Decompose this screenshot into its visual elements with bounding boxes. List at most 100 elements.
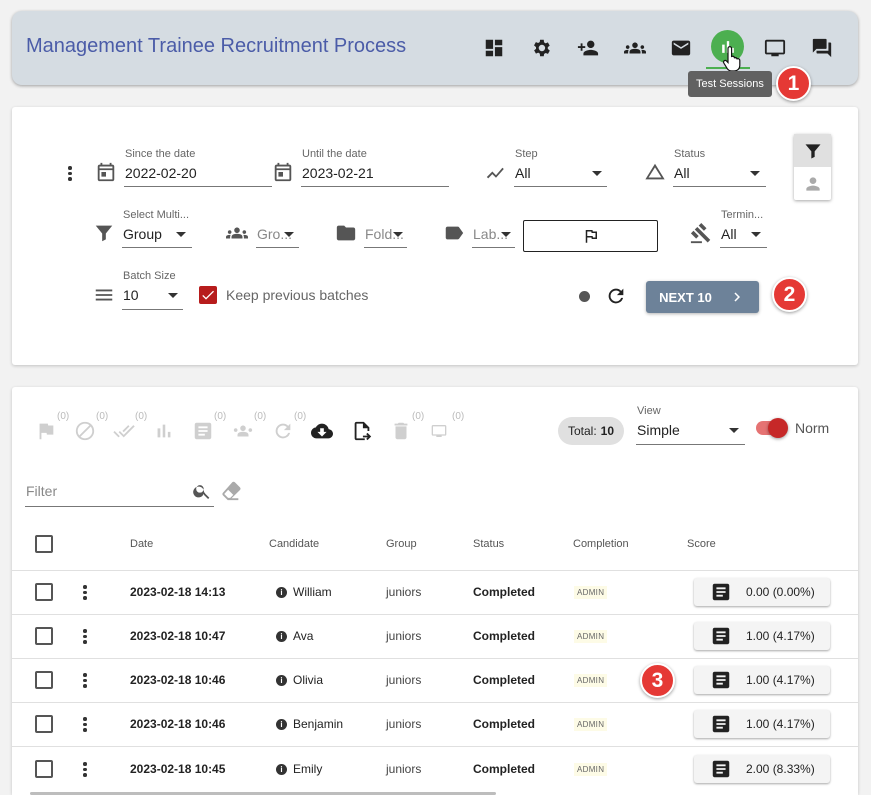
filter-panel (12, 107, 858, 365)
group-icon (226, 222, 248, 249)
chevron-down-icon[interactable] (750, 171, 760, 176)
termin-select[interactable]: All (721, 226, 737, 242)
row-checkbox[interactable] (35, 583, 53, 601)
table-filter-input[interactable]: Filter (26, 483, 58, 499)
candidate-name[interactable]: Ava (293, 629, 314, 643)
calendar-icon[interactable] (272, 161, 294, 188)
refresh-icon[interactable] (272, 420, 294, 447)
group-icon[interactable] (621, 34, 649, 62)
block-icon[interactable] (74, 420, 96, 447)
filter-menu-icon[interactable] (68, 166, 72, 181)
group-icon[interactable] (232, 420, 254, 447)
mail-icon[interactable] (667, 34, 695, 62)
row-date: 2023-02-18 10:45 (130, 762, 226, 776)
status-select[interactable]: All (674, 165, 690, 181)
info-icon[interactable]: i (276, 675, 287, 687)
column-header-score[interactable]: Score (687, 538, 716, 550)
score-button[interactable]: 1.00 (4.17%) (694, 666, 830, 694)
candidate-name[interactable]: William (293, 585, 332, 599)
column-header-group[interactable]: Group (386, 538, 417, 550)
score-button[interactable]: 0.00 (0.00%) (694, 578, 830, 606)
chevron-down-icon[interactable] (501, 232, 511, 237)
candidate-name[interactable]: Olivia (293, 673, 324, 687)
chevron-down-icon[interactable] (592, 171, 602, 176)
since-date-input[interactable]: 2022-02-20 (125, 165, 197, 181)
funnel-icon[interactable] (794, 134, 831, 167)
column-header-status[interactable]: Status (473, 538, 505, 550)
flag-icon (585, 230, 597, 243)
double-check-icon[interactable] (113, 420, 135, 447)
chevron-down-icon[interactable] (393, 232, 403, 237)
score-button[interactable]: 1.00 (4.17%) (694, 710, 830, 738)
settings-icon[interactable] (527, 34, 555, 62)
flag-icon[interactable] (35, 420, 57, 447)
label-select[interactable]: Lab... (473, 226, 509, 242)
add-person-icon[interactable] (574, 34, 602, 62)
cloud-download-icon[interactable] (311, 420, 333, 447)
row-menu-icon[interactable] (83, 717, 87, 732)
row-menu-icon[interactable] (83, 673, 87, 688)
row-checkbox[interactable] (35, 715, 53, 733)
refresh-icon[interactable] (605, 285, 627, 312)
bar-chart-icon[interactable] (153, 420, 175, 447)
until-date-input[interactable]: 2023-02-21 (302, 165, 374, 181)
chevron-down-icon[interactable] (168, 293, 178, 298)
select-all-checkbox[interactable] (35, 535, 53, 553)
group-select[interactable]: Gro... (257, 226, 293, 242)
keep-batches-checkbox[interactable] (199, 286, 217, 304)
step-underline (514, 186, 607, 187)
chevron-down-icon[interactable] (729, 428, 739, 433)
info-icon[interactable]: i (276, 764, 287, 776)
score-button[interactable]: 1.00 (4.17%) (694, 622, 830, 650)
info-icon[interactable]: i (276, 631, 287, 643)
score-sheet-icon[interactable] (192, 420, 214, 447)
candidate-name[interactable]: Emily (293, 762, 323, 776)
batch-size-select[interactable]: 10 (123, 287, 139, 303)
select-multi-select[interactable]: Group (123, 226, 162, 242)
next-batch-button[interactable]: NEXT 10 (646, 281, 759, 313)
screen-icon[interactable] (431, 423, 447, 444)
info-icon[interactable]: i (276, 587, 287, 599)
row-candidate[interactable]: i Benjamin (276, 717, 343, 731)
toggle-knob[interactable] (768, 418, 788, 438)
export-file-icon[interactable] (351, 420, 373, 447)
row-candidate[interactable]: i Emily (276, 762, 322, 776)
trend-icon (485, 161, 507, 188)
row-checkbox[interactable] (35, 627, 53, 645)
chevron-down-icon[interactable] (284, 232, 294, 237)
row-checkbox[interactable] (35, 671, 53, 689)
score-button[interactable]: 2.00 (8.33%) (694, 755, 830, 783)
row-menu-icon[interactable] (83, 762, 87, 777)
score-value: 2.00 (8.33%) (746, 762, 815, 776)
page-title: Management Trainee Recruitment Process (26, 35, 407, 57)
column-header-candidate[interactable]: Candidate (269, 538, 320, 550)
status-label: Status (674, 148, 706, 160)
info-icon[interactable]: i (276, 719, 287, 731)
row-menu-icon[interactable] (83, 585, 87, 600)
row-candidate[interactable]: i Ava (276, 629, 313, 643)
dashboard-icon[interactable] (480, 34, 508, 62)
row-candidate[interactable]: i William (276, 585, 332, 599)
chat-icon[interactable] (808, 34, 836, 62)
row-candidate[interactable]: i Olivia (276, 673, 323, 687)
step-select[interactable]: All (515, 165, 531, 181)
select-multi-underline (122, 247, 192, 248)
chevron-down-icon[interactable] (176, 232, 186, 237)
row-checkbox[interactable] (35, 760, 53, 778)
column-header-completion[interactable]: Completion (573, 538, 629, 550)
chevron-down-icon[interactable] (751, 232, 761, 237)
candidate-name[interactable]: Benjamin (293, 717, 344, 731)
column-header-date[interactable]: Date (130, 538, 154, 550)
view-select[interactable]: Simple (637, 422, 680, 438)
monitor-icon[interactable] (761, 34, 789, 62)
eraser-icon[interactable] (220, 479, 242, 506)
person-icon[interactable] (794, 167, 831, 200)
search-icon[interactable] (192, 481, 212, 506)
folder-select[interactable]: Fold... (365, 226, 404, 242)
flag-filter-button[interactable] (523, 220, 658, 252)
trash-icon[interactable] (390, 420, 412, 447)
calendar-icon[interactable] (95, 161, 117, 188)
row-menu-icon[interactable] (83, 629, 87, 644)
horizontal-scrollbar[interactable] (30, 792, 496, 795)
row-group: juniors (386, 629, 422, 643)
